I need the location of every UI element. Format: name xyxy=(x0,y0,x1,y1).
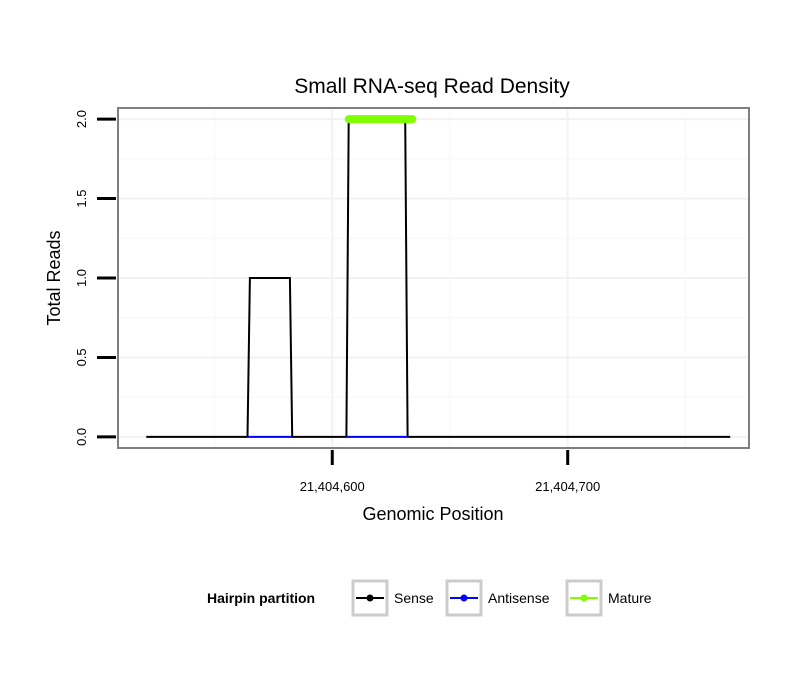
legend-key-box xyxy=(565,579,603,617)
legend: Hairpin partition Sense Antisense Mature xyxy=(207,579,652,617)
legend-label-mature: Mature xyxy=(608,590,652,606)
y-tick-label: 1.0 xyxy=(74,269,89,287)
y-axis: 0.0 0.5 1.0 1.5 2.0 xyxy=(74,110,116,446)
legend-key-point xyxy=(580,594,588,602)
legend-key-point xyxy=(460,594,468,602)
x-axis-title: Genomic Position xyxy=(362,504,503,524)
y-tick-label: 2.0 xyxy=(74,110,89,128)
plot-panel-border xyxy=(117,107,750,449)
legend-title: Hairpin partition xyxy=(207,590,315,606)
legend-label-antisense: Antisense xyxy=(488,590,550,606)
x-tick-label: 21,404,700 xyxy=(535,479,600,494)
x-tick-label: 21,404,600 xyxy=(300,479,365,494)
chart-title: Small RNA-seq Read Density xyxy=(294,75,570,98)
y-tick-label: 0.0 xyxy=(74,428,89,446)
grid-lines xyxy=(118,108,749,448)
legend-label-sense: Sense xyxy=(394,590,434,606)
series-line-sense xyxy=(146,118,731,438)
y-axis-title: Total Reads xyxy=(44,230,64,325)
x-axis: 21,404,600 21,404,700 xyxy=(300,450,600,494)
legend-key-point xyxy=(366,594,374,602)
y-tick-label: 0.5 xyxy=(74,348,89,366)
y-tick-label: 1.5 xyxy=(74,190,89,208)
series-layer xyxy=(146,115,731,438)
